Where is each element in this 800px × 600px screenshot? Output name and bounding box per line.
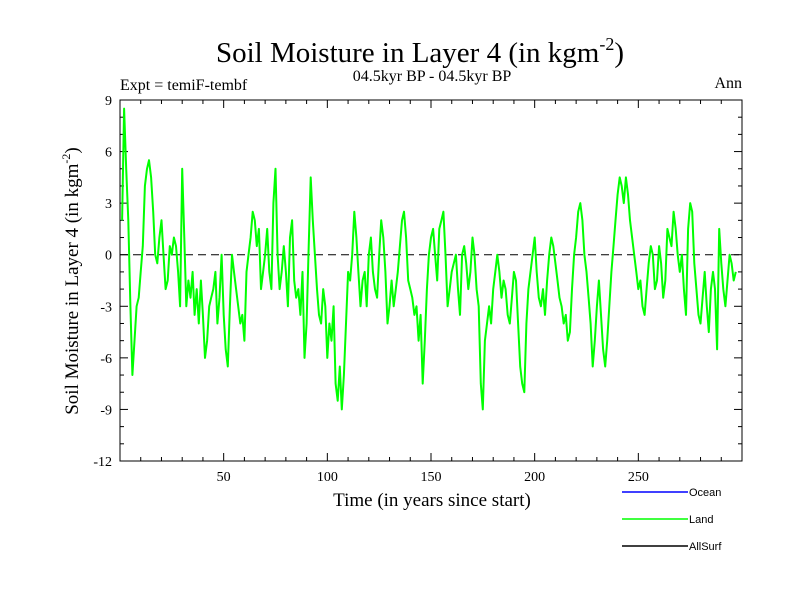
plot-frame <box>119 99 743 462</box>
y-tick-label: 9 <box>105 94 112 109</box>
y-tick-label: -12 <box>93 455 112 470</box>
y-tick-label: -6 <box>100 352 112 367</box>
legend-label-allsurf: AllSurf <box>689 541 722 553</box>
x-tick-label: 250 <box>628 470 649 485</box>
x-axis-label: Time (in years since start) <box>333 490 531 511</box>
season-label: Ann <box>714 75 742 92</box>
chart-subtitle: 04.5kyr BP - 04.5kyr BP <box>353 68 512 85</box>
experiment-label: Expt = temiF-tembf <box>120 77 248 94</box>
tick-labels: -12 -9 -6 -3 0 3 6 9 50 100 150 200 250 <box>93 94 649 485</box>
y-tick-label: 6 <box>105 146 112 161</box>
y-tick-label: -3 <box>100 300 112 315</box>
x-tick-label: 150 <box>421 470 442 485</box>
x-tick-label: 100 <box>317 470 338 485</box>
y-tick-label: 0 <box>105 249 112 264</box>
legend-entry-allsurf: AllSurf <box>622 541 722 553</box>
x-tick-label: 200 <box>524 470 545 485</box>
legend: Ocean Land AllSurf <box>622 487 722 553</box>
y-tick-label: -9 <box>100 403 112 418</box>
axis-ticks <box>120 99 742 462</box>
legend-entry-land: Land <box>622 514 713 526</box>
chart-title: Soil Moisture in Layer 4 (in kgm-2) <box>216 34 624 69</box>
legend-entry-ocean: Ocean <box>622 487 721 499</box>
y-tick-label: 3 <box>105 197 112 212</box>
legend-label-ocean: Ocean <box>689 487 721 499</box>
y-axis-label: Soil Moisture in Layer 4 (in kgm-2) <box>59 147 83 415</box>
legend-label-land: Land <box>689 514 713 526</box>
series-line-land <box>121 107 737 411</box>
x-tick-label: 50 <box>217 470 231 485</box>
